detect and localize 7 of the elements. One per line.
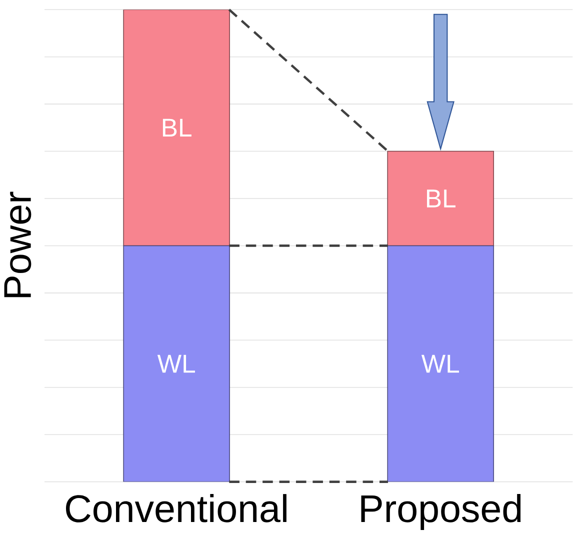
series-label: WL	[421, 354, 460, 373]
x-tick-label: Conventional	[66, 494, 286, 522]
series-label: BL	[162, 118, 192, 136]
y-axis-title: Power	[4, 192, 32, 298]
text: WL	[157, 354, 195, 373]
x-tick-label: Proposed	[361, 494, 521, 530]
text: BL	[426, 190, 456, 208]
